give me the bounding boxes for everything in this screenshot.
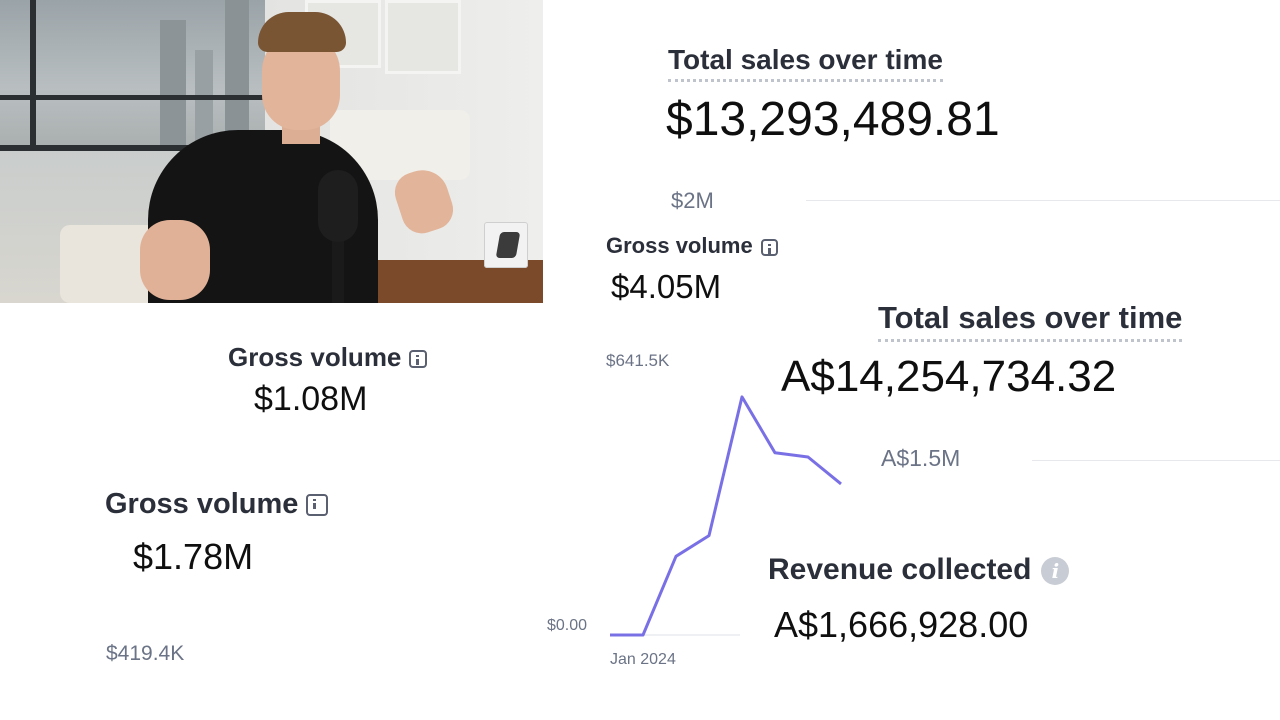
- total-sales-label[interactable]: Total sales over time: [878, 300, 1183, 342]
- metric-title: Gross volume: [105, 488, 299, 520]
- axis-label: $641.5K: [606, 351, 670, 370]
- skyline-tower: [195, 50, 213, 150]
- person-arm: [140, 220, 210, 300]
- wall-frame: [385, 0, 461, 74]
- metric-title: Gross volume: [228, 342, 402, 372]
- window: [0, 0, 265, 150]
- gridline: [1032, 460, 1280, 461]
- series-line: [610, 395, 842, 637]
- gross-volume-value: $1.78M: [133, 536, 254, 577]
- window-mullion: [0, 95, 265, 100]
- x-tick-label: Jan 2024: [610, 651, 676, 668]
- gridline: [806, 200, 1280, 201]
- gross-volume-label: Gross volume: [105, 488, 329, 521]
- window-mullion: [0, 145, 265, 151]
- metric-title: Gross volume: [606, 233, 753, 258]
- total-sales-value: A$14,254,734.32: [781, 352, 1117, 401]
- info-icon[interactable]: i: [1041, 557, 1070, 586]
- revenue-collected-value: A$1,666,928.00: [774, 604, 1029, 645]
- axis-label: $419.4K: [106, 642, 185, 665]
- axis-label: A$1.5M: [881, 445, 961, 471]
- info-icon[interactable]: [409, 350, 428, 369]
- info-icon[interactable]: [760, 238, 778, 256]
- gross-volume-value: $4.05M: [611, 268, 722, 305]
- presenter-photo: [0, 0, 543, 303]
- metric-title: Revenue collected: [768, 553, 1032, 586]
- gross-volume-value: $1.08M: [254, 380, 368, 418]
- total-sales-label[interactable]: Total sales over time: [668, 44, 943, 82]
- axis-label: $2M: [671, 188, 714, 213]
- mic-stand: [332, 235, 344, 303]
- skyline-tower: [160, 20, 186, 150]
- info-icon[interactable]: [306, 494, 329, 517]
- gross-volume-chart: $0.00 Jan 2024: [547, 395, 842, 668]
- revenue-collected-label: Revenue collected i: [768, 553, 1070, 587]
- person-hair: [258, 12, 346, 52]
- skyline-tower: [225, 0, 249, 150]
- gross-volume-label: Gross volume: [606, 233, 778, 259]
- microphone-icon: [318, 170, 358, 242]
- y-tick-label: $0.00: [547, 617, 587, 634]
- gross-volume-label: Gross volume: [228, 342, 428, 373]
- total-sales-value: $13,293,489.81: [666, 93, 1000, 146]
- window-mullion: [30, 0, 36, 150]
